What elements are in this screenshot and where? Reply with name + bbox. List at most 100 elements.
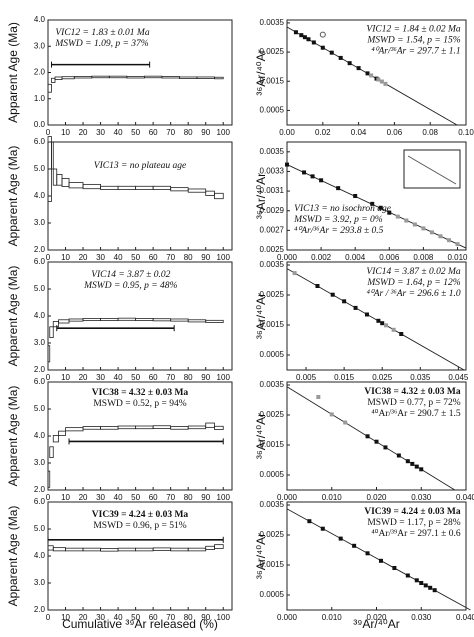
- y-axis-label: ³⁶Ar/⁴⁰Ar: [254, 173, 268, 219]
- x-tick-label: 10: [61, 373, 70, 382]
- annotation: ⁴⁰Ar/³⁶Ar = 290.7 ± 1.5: [371, 408, 461, 419]
- x-tick-label: 100: [217, 128, 231, 137]
- age-step: [65, 427, 84, 432]
- x-tick-label: 90: [201, 493, 210, 502]
- y-tick-label: 0.0005: [260, 350, 285, 359]
- data-point: [378, 558, 383, 563]
- data-point: [307, 519, 312, 524]
- y-tick-label: 0.0035: [260, 260, 285, 269]
- y-axis-label: Apparent Age (Ma): [6, 22, 20, 123]
- data-point: [380, 321, 385, 326]
- y-tick-label: 0.0025: [260, 245, 285, 254]
- y-tick-label: 6.0: [34, 137, 46, 146]
- age-step: [179, 76, 198, 79]
- data-point: [353, 194, 358, 198]
- data-point: [446, 238, 451, 243]
- x-axis-label: ³⁹Ar/⁴⁰Ar: [353, 617, 399, 631]
- data-point: [421, 226, 426, 231]
- y-tick-label: 5.0: [34, 284, 46, 293]
- data-point: [343, 420, 348, 425]
- data-point: [370, 201, 375, 206]
- annotation: ⁴⁰Ar/³⁶Ar = 293.8 ± 0.5: [294, 225, 384, 236]
- age-step: [47, 545, 54, 551]
- annotation: MSWD = 1.64, p = 12%: [366, 278, 460, 288]
- data-point: [364, 312, 369, 317]
- annotation: VIC39 = 4.24 ± 0.03 Ma: [364, 507, 461, 517]
- data-point: [293, 30, 298, 35]
- age-step: [100, 548, 119, 552]
- data-point: [414, 464, 419, 469]
- x-tick-label: 50: [131, 373, 140, 382]
- data-point: [352, 543, 357, 548]
- isochron-fit: [286, 386, 456, 491]
- isochron-fit: [286, 164, 467, 249]
- x-tick-label: 30: [96, 128, 105, 137]
- y-tick-label: 2.0: [34, 245, 46, 254]
- x-tick-label: 80: [184, 253, 193, 262]
- x-tick-label: 0.030: [411, 613, 432, 622]
- data-point: [356, 66, 361, 71]
- y-tick-label: 2.0: [34, 485, 46, 494]
- y-tick-label: 0.0035: [260, 500, 285, 509]
- x-tick-label: 60: [149, 373, 158, 382]
- data-point: [292, 271, 297, 276]
- x-tick-label: 70: [166, 128, 175, 137]
- annotation: MSWD = 3.92, p = 0%: [293, 215, 383, 225]
- age-step: [73, 76, 93, 79]
- x-tick-label: 80: [184, 493, 193, 502]
- y-tick-label: 6.0: [34, 377, 46, 386]
- x-tick-label: 100: [217, 373, 231, 382]
- age-step: [126, 76, 145, 79]
- y-tick-label: 3.0: [34, 41, 46, 50]
- x-tick-label: 0.005: [296, 373, 317, 382]
- data-point: [369, 73, 374, 78]
- y-tick-label: 2.0: [34, 365, 46, 374]
- data-point: [342, 299, 347, 304]
- data-point: [378, 205, 383, 210]
- data-point: [365, 71, 370, 76]
- x-tick-label: 0.025: [372, 373, 393, 382]
- age-step: [161, 76, 180, 79]
- age-step: [49, 446, 54, 458]
- y-tick-label: 5.0: [34, 404, 46, 413]
- age-step: [58, 430, 66, 436]
- x-tick-label: 0: [46, 373, 51, 382]
- data-point: [330, 292, 335, 297]
- outlier-point: [319, 31, 326, 38]
- plot-frame: [47, 141, 233, 251]
- age-step: [51, 77, 56, 83]
- age-step: [143, 75, 163, 79]
- age-step: [65, 547, 84, 552]
- x-axis-label: Cumulative ³⁹Ar released (%): [62, 617, 218, 631]
- x-tick-label: 90: [201, 373, 210, 382]
- plot-frame: [286, 141, 467, 251]
- age-step: [135, 425, 154, 430]
- y-axis-label: Apparent Age (Ma): [6, 386, 20, 487]
- data-point: [379, 79, 384, 84]
- x-tick-label: 40: [114, 253, 123, 262]
- y-tick-label: 3.0: [34, 218, 46, 227]
- y-tick-label: 2.0: [34, 68, 46, 77]
- inset-line: [407, 155, 457, 185]
- data-point: [410, 461, 415, 466]
- age-step: [152, 425, 172, 429]
- age-step: [187, 319, 207, 323]
- x-tick-label: 0: [46, 613, 51, 622]
- data-point: [329, 50, 334, 55]
- x-tick-label: 0.00: [279, 128, 295, 137]
- x-tick-label: 70: [166, 493, 175, 502]
- y-axis-label: Apparent Age (Ma): [6, 146, 20, 247]
- age-step: [135, 185, 154, 190]
- data-point: [376, 77, 381, 82]
- y-tick-label: 5.0: [34, 164, 46, 173]
- age-step: [61, 76, 75, 80]
- x-tick-label: 60: [149, 128, 158, 137]
- age-step: [52, 547, 66, 552]
- y-tick-label: 0.0031: [260, 186, 285, 195]
- y-tick-label: 0.0005: [260, 590, 285, 599]
- age-step: [117, 317, 137, 321]
- age-step: [108, 75, 128, 79]
- x-tick-label: 10: [61, 128, 70, 137]
- age-step: [205, 422, 215, 428]
